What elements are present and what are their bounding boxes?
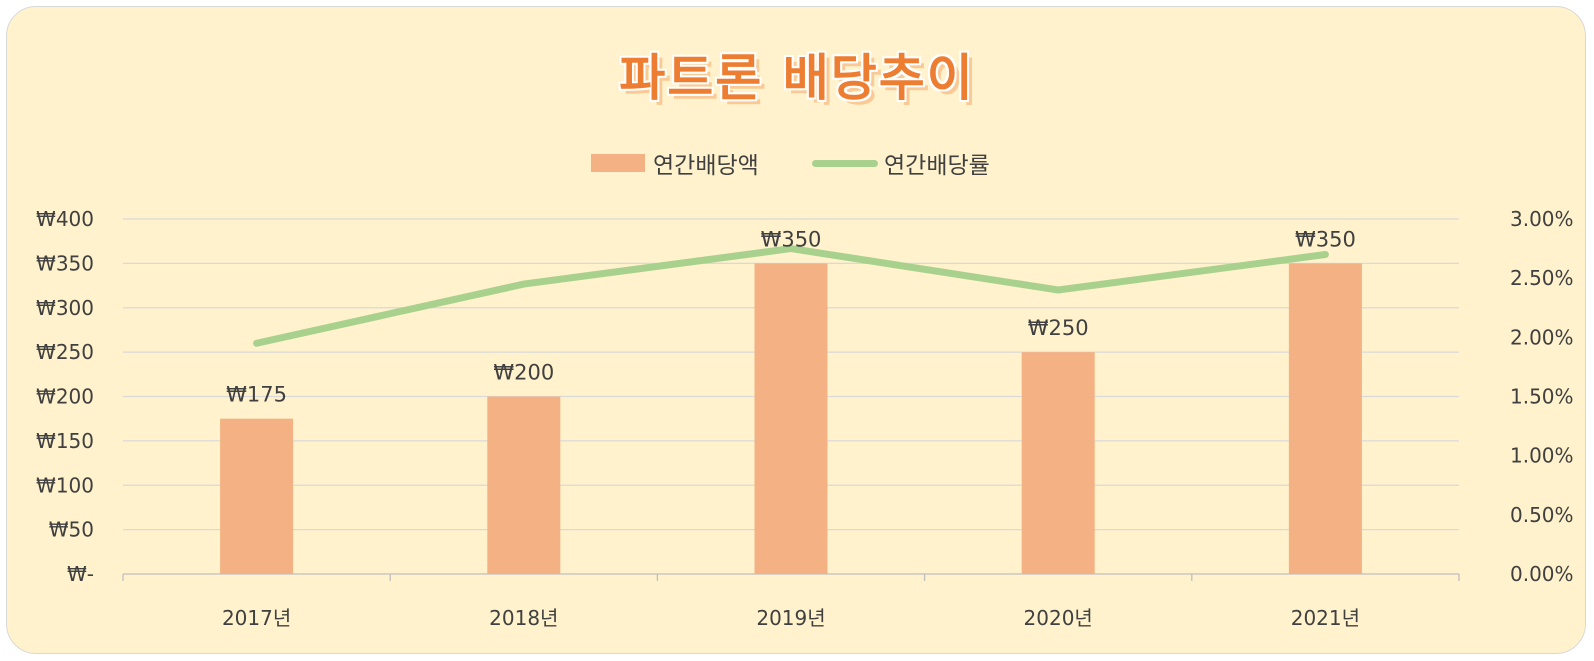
line-point [790, 247, 792, 250]
x-tick-label: 2021년 [1291, 606, 1360, 630]
bar-data-label: ₩350 [1295, 227, 1356, 251]
legend-label: 연간배당률 [884, 153, 990, 179]
bar-data-label: ₩350 [761, 227, 822, 251]
y-left-tick-label: ₩400 [36, 207, 94, 231]
legend-swatch-bar [591, 154, 645, 172]
line-point [255, 342, 258, 345]
y-right-tick-label: 0.50% [1510, 503, 1574, 527]
chart-title: 파트론 배당추이 [619, 49, 975, 107]
legend-label: 연간배당액 [653, 153, 759, 179]
bar-data-label: ₩250 [1028, 316, 1089, 340]
bar-data-label: ₩175 [226, 383, 287, 407]
legend-entry-dividend-yield[interactable]: 연간배당률 [812, 146, 990, 180]
bar [1288, 263, 1362, 574]
y-left-tick-label: ₩250 [36, 340, 94, 364]
x-tick-label: 2019년 [756, 606, 825, 630]
bar [1021, 352, 1095, 574]
legend-entry-annual-dividend[interactable]: 연간배당액 [591, 146, 759, 180]
y-left-tick-label: ₩- [67, 562, 94, 586]
y-left-tick-label: ₩350 [36, 251, 94, 275]
legend-swatch-line [812, 159, 878, 167]
bar [487, 396, 561, 574]
y-left-tick-label: ₩300 [36, 296, 94, 320]
x-tick-label: 2017년 [222, 606, 291, 630]
y-right-tick-label: 2.00% [1510, 325, 1574, 349]
y-left-tick-label: ₩200 [36, 385, 94, 409]
y-left-tick-label: ₩50 [49, 518, 94, 542]
y-right-tick-label: 1.00% [1510, 444, 1574, 468]
line-point [1324, 253, 1327, 256]
y-left-tick-label: ₩100 [36, 473, 94, 497]
y-right-tick-label: 0.00% [1510, 562, 1574, 586]
y-left-tick-label: ₩150 [36, 429, 94, 453]
bar-data-label: ₩200 [493, 361, 554, 385]
line-point [522, 283, 525, 286]
bar [754, 263, 828, 574]
x-tick-label: 2018년 [489, 606, 558, 630]
bar [220, 418, 294, 574]
line-point [1057, 289, 1060, 291]
y-right-tick-label: 1.50% [1510, 385, 1574, 409]
y-right-tick-label: 3.00% [1510, 207, 1574, 231]
legend: 연간배당액 연간배당률 [0, 146, 1594, 180]
x-tick-label: 2020년 [1024, 606, 1093, 630]
y-right-tick-label: 2.50% [1510, 266, 1574, 290]
